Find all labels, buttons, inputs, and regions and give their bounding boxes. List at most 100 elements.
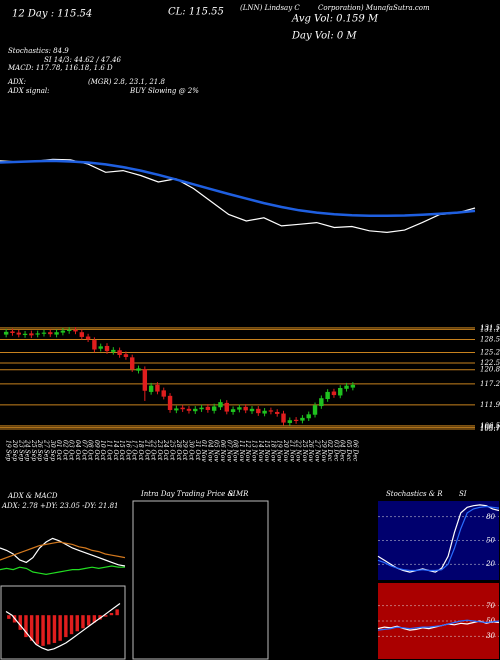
adx-signal: ADX signal: bbox=[7, 87, 49, 95]
histogram-bar bbox=[41, 615, 45, 646]
x-tick-label: 16 Oct bbox=[124, 440, 131, 461]
x-tick-label: 18 Nov bbox=[269, 440, 276, 462]
histogram-bar bbox=[52, 615, 57, 643]
x-tick-label: 01 Oct bbox=[55, 440, 62, 461]
candle-body bbox=[35, 333, 40, 335]
series-line bbox=[377, 505, 500, 572]
candle-body bbox=[205, 406, 211, 410]
candle-body bbox=[22, 333, 28, 335]
histogram-bar bbox=[86, 615, 91, 626]
x-tick-label: 25 Nov bbox=[301, 439, 308, 462]
candle-body bbox=[211, 406, 217, 411]
si: SI 14/3: 44.62 / 47.46 bbox=[44, 56, 122, 64]
histogram-bar bbox=[47, 615, 51, 645]
candle-body bbox=[193, 408, 198, 412]
x-tick-label: 01 Nov bbox=[200, 440, 207, 462]
title-left: (LNN) Lindsay C bbox=[240, 4, 300, 12]
series-line bbox=[0, 159, 476, 218]
candle-body bbox=[174, 408, 179, 411]
histogram-bar bbox=[64, 615, 68, 638]
x-tick-label: 07 Oct bbox=[80, 440, 87, 461]
panel-subtitle: ADX: 2.78 +DY: 23.05 -DY: 21.81 bbox=[1, 502, 118, 510]
candle-body bbox=[218, 402, 223, 408]
candle-body bbox=[79, 332, 85, 337]
candle-body bbox=[199, 407, 204, 410]
x-tick-label: 23 Oct bbox=[156, 439, 163, 461]
series-line bbox=[0, 565, 125, 576]
candle-body bbox=[256, 408, 261, 414]
x-tick-label: 26 Sep bbox=[36, 439, 43, 461]
candle-body bbox=[249, 408, 255, 412]
x-tick-label: 11 Oct bbox=[106, 440, 113, 461]
panel-title-suffix: SI bbox=[228, 490, 236, 498]
candle-body bbox=[287, 420, 293, 423]
candle-body bbox=[10, 331, 15, 333]
y-tick-label: 80 bbox=[486, 513, 495, 521]
candle-body bbox=[161, 390, 166, 397]
panel-border bbox=[0, 585, 126, 660]
series-line bbox=[0, 541, 126, 561]
x-tick-label: 15 Oct bbox=[118, 440, 125, 461]
candle-body bbox=[268, 410, 274, 412]
y-tick-label: 50 bbox=[486, 537, 495, 545]
candle-body bbox=[300, 417, 305, 421]
x-tick-label: 20 Sep bbox=[11, 439, 18, 461]
x-tick-label: 02 Oct bbox=[61, 440, 68, 461]
candle-body bbox=[136, 368, 141, 371]
histogram-bar bbox=[75, 615, 79, 632]
histogram-bar bbox=[35, 615, 40, 645]
candle-body bbox=[92, 340, 97, 350]
candle-body bbox=[319, 398, 324, 407]
candle-body bbox=[111, 349, 116, 352]
panel-title: Stochastics & R bbox=[386, 490, 443, 498]
candle-body bbox=[16, 332, 21, 335]
series-line bbox=[5, 603, 121, 651]
candle-body bbox=[338, 388, 343, 396]
candle-body bbox=[60, 330, 66, 333]
histogram-bar bbox=[29, 615, 34, 641]
histogram-bar bbox=[109, 613, 114, 616]
x-tick-label: 30 Oct bbox=[187, 440, 194, 461]
candle-body bbox=[312, 405, 318, 415]
candle-body bbox=[48, 332, 53, 335]
x-tick-label: 04 Nov bbox=[206, 440, 213, 462]
candle-body bbox=[224, 402, 229, 412]
candle-body bbox=[142, 369, 148, 391]
x-tick-label: 29 Oct bbox=[181, 439, 188, 461]
x-tick-label: 29 Nov bbox=[320, 439, 327, 462]
avg-vol: Avg Vol: 0.159 M bbox=[291, 14, 379, 25]
panel-border bbox=[132, 500, 269, 660]
y-tick-label: 70 bbox=[486, 602, 495, 610]
level-label: 120.86 bbox=[480, 366, 500, 374]
level-label: 125.23 bbox=[480, 349, 500, 357]
title-right: Corporation) MunafaSutra.com bbox=[318, 4, 430, 12]
level-label: 111.9 bbox=[480, 401, 500, 409]
histogram-bar bbox=[24, 615, 28, 638]
x-tick-label: 14 Oct bbox=[112, 440, 119, 461]
candle-body bbox=[3, 331, 9, 335]
adx-values: (MGR) 2.8, 23.1, 21.8 bbox=[88, 78, 165, 86]
x-tick-label: 18 Oct bbox=[137, 440, 144, 461]
x-tick-label: 21 Nov bbox=[288, 439, 295, 462]
candle-body bbox=[29, 333, 34, 336]
x-tick-label: 15 Nov bbox=[263, 440, 270, 462]
x-tick-label: 05 Nov bbox=[213, 440, 220, 462]
x-tick-label: 25 Oct bbox=[169, 439, 176, 461]
x-tick-label: 13 Nov bbox=[250, 440, 257, 462]
x-tick-label: 08 Oct bbox=[87, 440, 94, 461]
stochastics: Stochastics: 84.9 bbox=[8, 47, 69, 55]
y-tick-label: 30 bbox=[486, 632, 495, 640]
x-tick-label: 23 Sep bbox=[17, 439, 24, 461]
candle-body bbox=[66, 329, 72, 332]
level-label: 105.77 bbox=[480, 425, 500, 433]
close: CL: 115.55 bbox=[168, 7, 224, 18]
x-tick-label: 11 Nov bbox=[238, 440, 245, 462]
signal: BUY Slowing @ 2% bbox=[129, 87, 199, 95]
x-tick-label: 08 Nov bbox=[232, 440, 239, 462]
x-tick-label: 09 Oct bbox=[93, 440, 100, 461]
x-tick-label: 06 Dec bbox=[351, 440, 358, 462]
x-tick-label: 04 Oct bbox=[74, 440, 81, 461]
panel-title-suffix: SI bbox=[459, 490, 467, 498]
candle-body bbox=[230, 409, 236, 412]
